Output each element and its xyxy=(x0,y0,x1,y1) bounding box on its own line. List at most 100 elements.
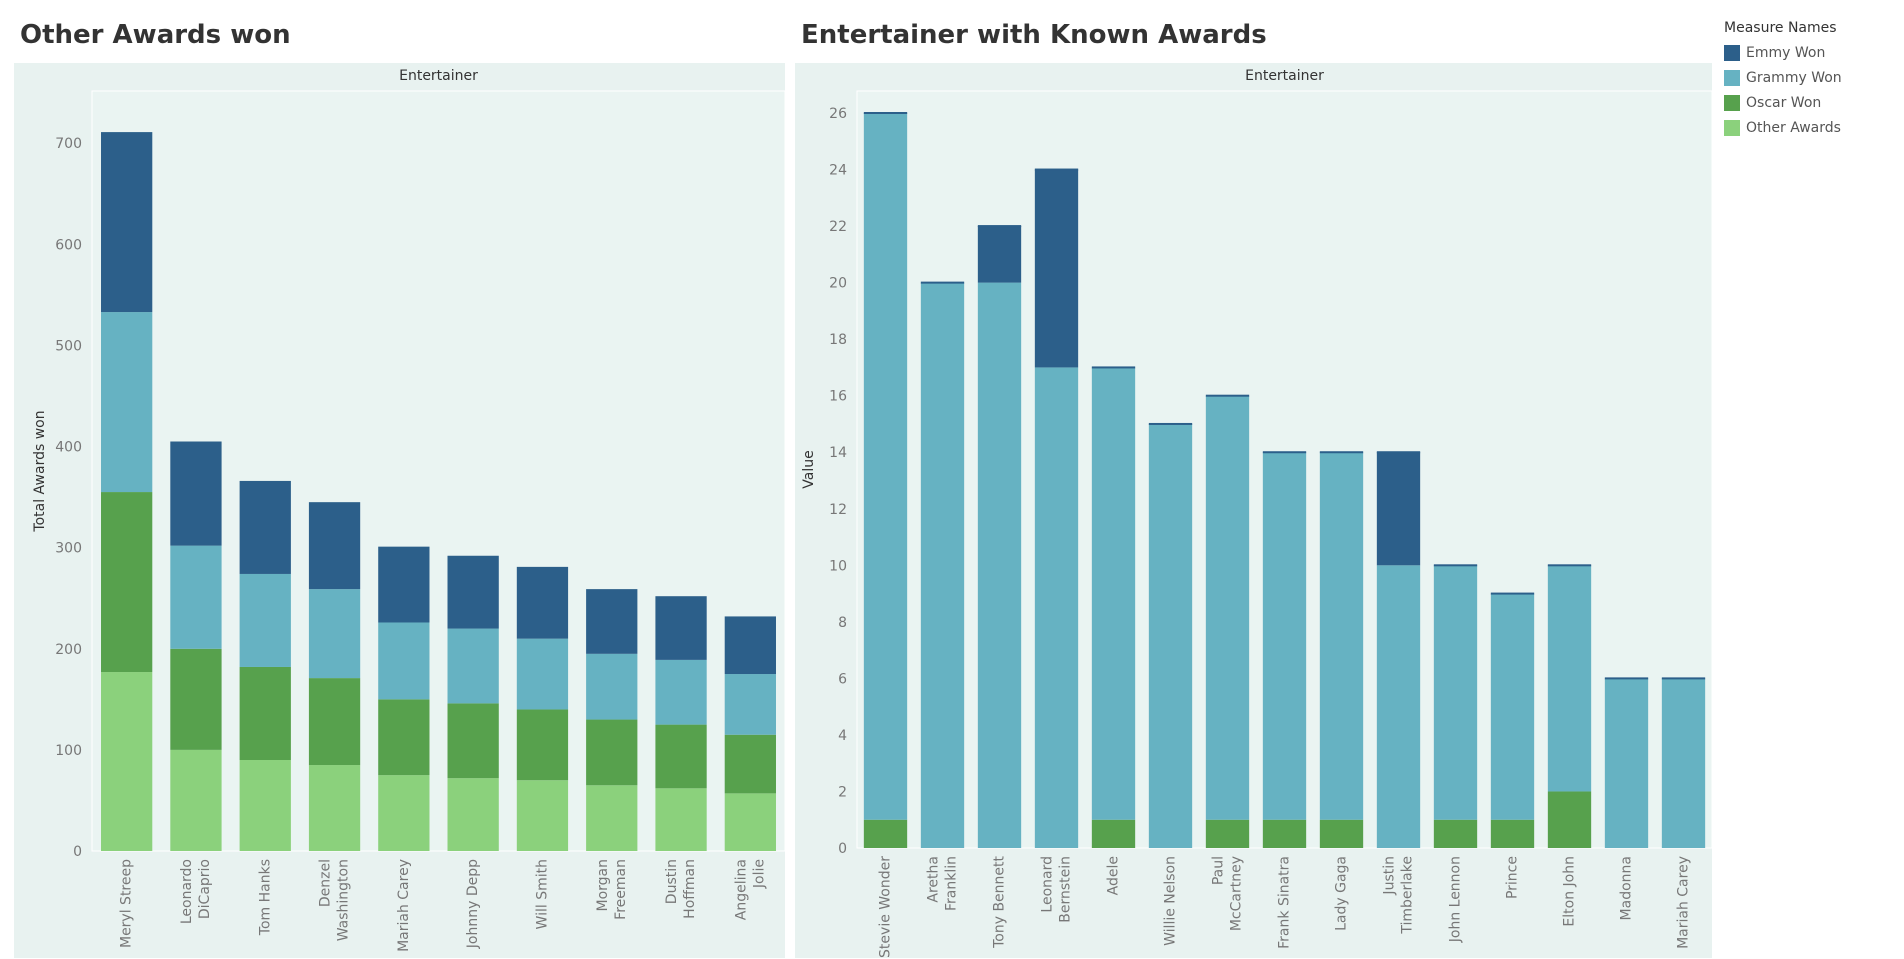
bar-johnny-depp-grammy-won xyxy=(447,628,499,704)
bar-aretha-franklin-top-edge xyxy=(920,281,965,284)
bar-frank-sinatra-oscar-won xyxy=(1262,819,1307,848)
chart-2-y-tick: 2 xyxy=(838,784,847,800)
chart-1-y-tick: 700 xyxy=(55,136,82,152)
bar-leonardo-dicaprio-emmy-won xyxy=(170,441,222,546)
chart-2-y-tick: 8 xyxy=(838,615,847,631)
chart-2-x-axis-label: Entertainer xyxy=(1245,68,1324,84)
bar-elton-john-top-edge xyxy=(1547,564,1592,567)
chart-2-y-tick: 14 xyxy=(829,445,847,461)
legend-label-emmy: Emmy Won xyxy=(1746,44,1826,61)
x-tick-willie-nelson: Willie Nelson xyxy=(1163,856,1179,946)
bar-stevie-wonder-grammy-won xyxy=(863,113,908,820)
legend-item-grammy[interactable]: Grammy Won xyxy=(1724,65,1842,90)
bar-stevie-wonder-oscar-won xyxy=(863,819,908,848)
bar-dustin-hoffman-other-awards xyxy=(655,788,707,851)
chart-2-y-tick: 24 xyxy=(829,163,847,179)
bar-john-lennon-oscar-won xyxy=(1433,819,1478,848)
x-tick-justin-timberlake: Justin Timberlake xyxy=(1382,856,1416,935)
bar-mariah-carey-oscar-won xyxy=(378,699,430,776)
bar-prince-grammy-won xyxy=(1490,593,1535,820)
bar-tom-hanks-grammy-won xyxy=(239,573,291,667)
x-tick-angelina-jolie: Angelina Jolie xyxy=(733,859,767,920)
legend-title: Measure Names xyxy=(1724,20,1837,36)
chart-2-y-tick: 4 xyxy=(838,728,847,744)
legend-item-emmy[interactable]: Emmy Won xyxy=(1724,40,1842,65)
x-tick-leonardo-dicaprio: Leonardo DiCaprio xyxy=(179,859,213,924)
bar-justin-timberlake-emmy-won xyxy=(1376,452,1421,566)
chart-2-y-tick: 16 xyxy=(829,389,847,405)
bar-paul-mccartney-grammy-won xyxy=(1205,395,1250,820)
bar-meryl-streep-emmy-won xyxy=(101,132,153,313)
chart-2-y-tick: 12 xyxy=(829,502,847,518)
chart-1-y-tick: 300 xyxy=(55,541,82,557)
bar-dustin-hoffman-grammy-won xyxy=(655,659,707,725)
bar-lady-gaga-top-edge xyxy=(1319,451,1364,454)
bar-adele-oscar-won xyxy=(1091,819,1136,848)
bar-leonard-bernstein-grammy-won xyxy=(1034,367,1079,848)
bar-lady-gaga-oscar-won xyxy=(1319,819,1364,848)
chart-2-y-axis-label: Value xyxy=(801,450,817,488)
chart-2-y-tick: 22 xyxy=(829,219,847,235)
chart-2-y-tick: 10 xyxy=(829,558,847,574)
bar-mariah-carey-top-edge xyxy=(1661,677,1706,680)
chart-1-y-tick: 0 xyxy=(73,844,82,860)
bar-adele-top-edge xyxy=(1091,366,1136,369)
legend-swatch-other xyxy=(1724,119,1740,136)
x-tick-frank-sinatra: Frank Sinatra xyxy=(1277,856,1293,949)
awards-chart-1: Entertainer Total Awards won 0 100 200 300 400… xyxy=(14,63,785,958)
x-tick-john-lennon: John Lennon xyxy=(1448,856,1464,943)
x-tick-adele: Adele xyxy=(1106,856,1122,895)
bar-leonardo-dicaprio-other-awards xyxy=(170,749,222,851)
bar-elton-john-oscar-won xyxy=(1547,791,1592,848)
bar-madonna-grammy-won xyxy=(1604,678,1649,848)
bar-denzel-washington-grammy-won xyxy=(308,589,361,679)
bar-elton-john-grammy-won xyxy=(1547,565,1592,792)
chart-2-y-tick: 20 xyxy=(829,276,847,292)
bar-tom-hanks-oscar-won xyxy=(239,666,291,760)
legend-item-other[interactable]: Other Awards xyxy=(1724,115,1842,140)
bar-denzel-washington-other-awards xyxy=(308,765,361,851)
bar-frank-sinatra-top-edge xyxy=(1262,451,1307,454)
bar-will-smith-grammy-won xyxy=(516,638,569,710)
chart-2-y-tick: 6 xyxy=(838,671,847,687)
bar-leonard-bernstein-top-edge xyxy=(1034,168,1079,171)
bar-mariah-carey-grammy-won xyxy=(378,622,430,700)
bar-mariah-carey-other-awards xyxy=(378,775,430,851)
bar-morgan-freeman-other-awards xyxy=(586,785,638,851)
chart-1-y-axis-label: Total Awards won xyxy=(32,410,48,532)
bar-willie-nelson-grammy-won xyxy=(1148,423,1193,848)
bar-johnny-depp-oscar-won xyxy=(447,703,499,779)
bar-leonardo-dicaprio-grammy-won xyxy=(170,545,222,649)
chart-1-y-tick: 600 xyxy=(55,237,82,253)
bar-tony-bennett-top-edge xyxy=(977,225,1022,228)
chart-1-y-tick: 100 xyxy=(55,743,82,759)
awards-chart-2: EntertainerValue02468101214161820222426S… xyxy=(795,63,1712,958)
bar-angelina-jolie-oscar-won xyxy=(724,734,776,794)
bar-morgan-freeman-oscar-won xyxy=(586,719,638,786)
chart-2-y-tick: 26 xyxy=(829,106,847,122)
legend-label-oscar: Oscar Won xyxy=(1746,94,1822,111)
legend-swatch-grammy xyxy=(1724,69,1740,86)
bar-denzel-washington-emmy-won xyxy=(308,502,361,590)
bar-paul-mccartney-oscar-won xyxy=(1205,819,1250,848)
bar-tom-hanks-other-awards xyxy=(239,760,291,851)
x-tick-johnny-depp: Johnny Depp xyxy=(465,859,481,949)
x-tick-dustin-hoffman: Dustin Hoffman xyxy=(664,859,698,919)
bar-johnny-depp-other-awards xyxy=(447,778,499,851)
bar-dustin-hoffman-oscar-won xyxy=(655,724,707,789)
bar-dustin-hoffman-emmy-won xyxy=(655,596,707,660)
chart-1-y-tick: 400 xyxy=(55,440,82,456)
bar-aretha-franklin-grammy-won xyxy=(920,282,965,849)
bar-stevie-wonder-top-edge xyxy=(863,112,908,114)
bar-justin-timberlake-grammy-won xyxy=(1376,565,1421,848)
x-tick-morgan-freeman: Morgan Freeman xyxy=(595,859,629,920)
x-tick-mariah-carey: Mariah Carey xyxy=(1676,856,1692,949)
bar-mariah-carey-emmy-won xyxy=(378,546,430,623)
x-tick-will-smith: Will Smith xyxy=(534,859,550,929)
bar-angelina-jolie-emmy-won xyxy=(724,616,776,675)
bar-meryl-streep-other-awards xyxy=(101,672,153,851)
bar-tony-bennett-grammy-won xyxy=(977,282,1022,849)
legend-item-oscar[interactable]: Oscar Won xyxy=(1724,90,1842,115)
bar-justin-timberlake-top-edge xyxy=(1376,451,1421,454)
bar-tony-bennett-emmy-won xyxy=(977,226,1022,283)
